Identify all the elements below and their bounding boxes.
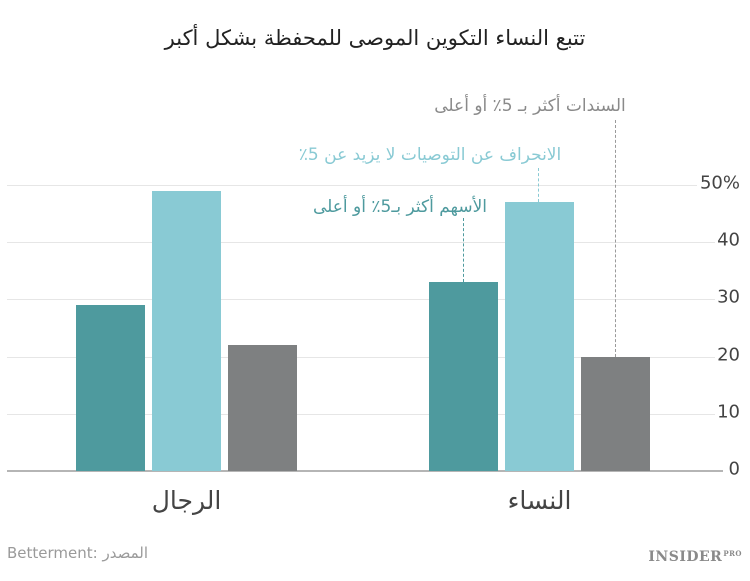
legend-within-label: الانحراف عن التوصيات لا يزيد عن 5٪ — [298, 145, 562, 165]
bar — [76, 305, 145, 471]
bar — [228, 345, 297, 471]
y-tick-label: 10 — [717, 401, 740, 423]
brand-logo: INSIDERPRO — [648, 549, 742, 565]
y-tick-label: 50% — [699, 172, 740, 194]
gridline — [7, 299, 715, 301]
annotation-leader-line — [463, 218, 464, 283]
brand-name: INSIDER — [648, 549, 723, 565]
chart-title: تتبع النساء التكوين الموصى للمحفظة بشكل … — [164, 26, 586, 50]
bar — [152, 190, 221, 471]
gridline — [7, 185, 697, 186]
annotation-leader-line — [615, 120, 616, 357]
x-axis-baseline — [7, 470, 723, 472]
category-label: النساء — [507, 486, 572, 515]
y-tick-label: 0 — [728, 458, 740, 480]
brand-suffix: PRO — [723, 549, 742, 558]
gridline — [7, 356, 715, 358]
annotation-leader-line — [538, 168, 539, 203]
gridline — [7, 413, 715, 415]
category-label: الرجال — [151, 486, 222, 515]
bar — [505, 202, 574, 471]
y-tick-label: 40 — [717, 229, 740, 251]
legend-bonds-label: السندات أكثر بـ 5٪ أو أعلى — [434, 96, 626, 116]
bar — [581, 356, 650, 471]
legend-stocks-label: الأسهم أكثر بـ5٪ أو أعلى — [312, 197, 488, 217]
source-note: Betterment: المصدر — [7, 544, 149, 562]
y-tick-label: 20 — [717, 344, 740, 366]
bar — [429, 282, 498, 471]
gridline — [7, 242, 715, 244]
y-tick-label: 30 — [717, 286, 740, 308]
